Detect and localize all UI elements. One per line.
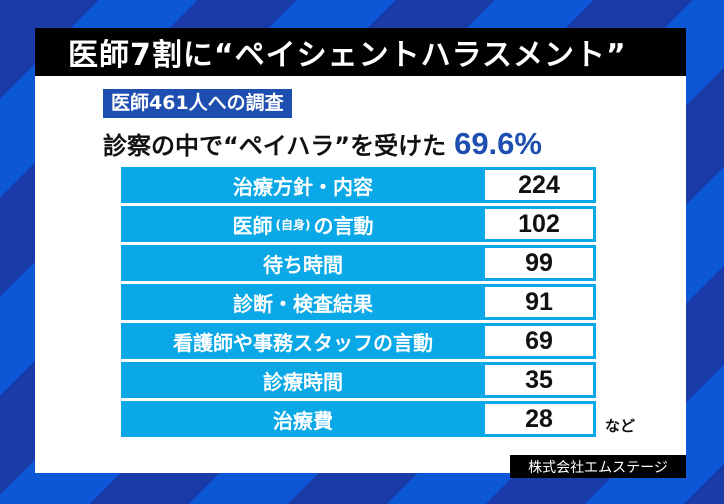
row-value: 28 xyxy=(485,404,593,434)
row-label-main: 医師 xyxy=(232,213,273,238)
table-row: 医師 (自身) の言動 102 xyxy=(121,206,596,242)
table-row: 看護師や事務スタッフの言動 69 xyxy=(121,323,596,359)
row-value: 102 xyxy=(485,209,593,239)
row-label: 医師 (自身) の言動 xyxy=(121,206,485,242)
headline-text: 診察の中で“ペイハラ”を受けた xyxy=(103,132,447,160)
row-value: 224 xyxy=(485,170,593,200)
headline-percent: 69.6% xyxy=(454,126,542,161)
row-label: 診断・検査結果 xyxy=(233,291,373,316)
row-label-small: (自身) xyxy=(275,217,311,232)
table-row: 待ち時間 99 xyxy=(121,245,596,281)
table-row: 診療時間 35 xyxy=(121,362,596,398)
content-panel: 医師461人への調査 診察の中で“ペイハラ”を受けた 69.6% 治療方針・内容 … xyxy=(35,76,686,473)
row-value: 99 xyxy=(485,248,593,278)
title-text: 医師7割に“ペイシェントハラスメント” xyxy=(68,38,627,73)
title-banner: 医師7割に“ペイシェントハラスメント” xyxy=(35,28,686,76)
table-row: 治療費 28 xyxy=(121,401,596,437)
row-value: 91 xyxy=(485,287,593,317)
table-row: 診断・検査結果 91 xyxy=(121,284,596,320)
survey-label: 医師461人への調査 xyxy=(103,89,292,118)
row-label: 診療時間 xyxy=(263,369,343,394)
etc-note: など xyxy=(605,417,636,435)
row-value: 35 xyxy=(485,365,593,395)
row-label-tail: の言動 xyxy=(313,213,374,238)
row-label: 看護師や事務スタッフの言動 xyxy=(173,330,433,355)
row-value: 69 xyxy=(485,326,593,356)
row-label: 待ち時間 xyxy=(263,252,343,277)
source-credit: 株式会社エムステージ xyxy=(510,455,686,478)
row-label: 治療費 xyxy=(273,408,333,433)
row-label: 治療方針・内容 xyxy=(233,174,373,199)
results-table: 治療方針・内容 224 医師 (自身) の言動 102 待ち時間 99 診断・検査結… xyxy=(121,167,596,440)
headline: 診察の中で“ペイハラ”を受けた 69.6% xyxy=(103,126,542,162)
table-row: 治療方針・内容 224 xyxy=(121,167,596,203)
